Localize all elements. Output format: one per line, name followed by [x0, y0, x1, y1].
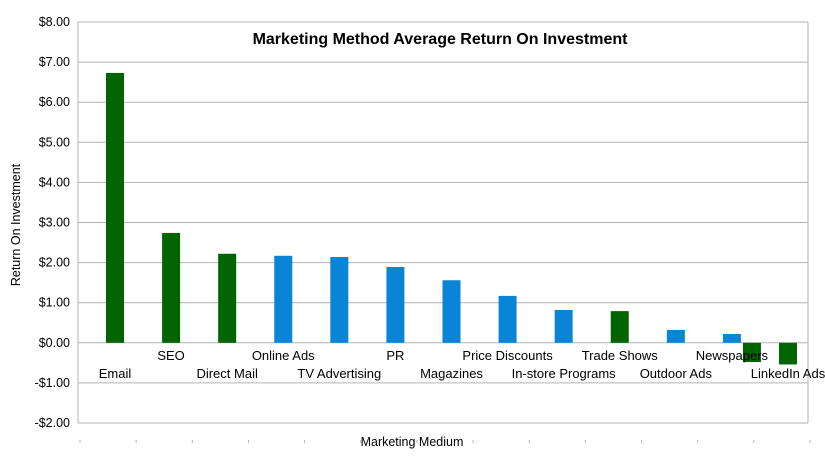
bar: [779, 342, 797, 365]
x-category-label: Outdoor Ads: [640, 366, 713, 381]
bar: [742, 342, 761, 363]
x-category-label: Price Discounts: [462, 348, 553, 363]
y-tick-label: $1.00: [39, 296, 70, 310]
y-tick-label: $2.00: [39, 256, 70, 270]
x-category-label: In-store Programs: [512, 366, 617, 381]
bar: [610, 311, 629, 343]
x-category-label: Magazines: [420, 366, 483, 381]
x-category-label: Email: [99, 366, 132, 381]
y-axis-tick-labels: $8.00 $7.00 $6.00 $5.00 $4.00 $3.00 $2.00 $1.00…: [35, 15, 71, 430]
x-axis-title: Marketing Medium: [361, 435, 464, 449]
bar: [218, 253, 237, 343]
x-category-label: PR: [386, 348, 404, 363]
y-tick-label: $5.00: [39, 135, 70, 149]
bar: [330, 256, 349, 343]
y-tick-label: $6.00: [39, 95, 70, 109]
bar: [498, 295, 517, 343]
y-tick-label: $8.00: [39, 15, 70, 29]
bars: [106, 72, 797, 365]
x-category-label: LinkedIn Ads: [751, 366, 825, 381]
bar: [554, 309, 573, 343]
bar: [274, 255, 293, 343]
bar: [722, 333, 741, 343]
x-category-label: SEO: [157, 348, 184, 363]
y-tick-label: $3.00: [39, 216, 70, 230]
x-axis-category-labels: Email SEO Direct Mail Online Ads TV Advertis…: [99, 348, 825, 381]
y-tick-label: -$2.00: [35, 416, 70, 430]
bar: [386, 267, 405, 343]
y-tick-label: $0.00: [39, 336, 70, 350]
bar: [666, 329, 685, 343]
chart-title: Marketing Method Average Return On Inves…: [253, 31, 629, 48]
bar: [106, 72, 124, 343]
bar: [162, 232, 181, 343]
gridlines: [77, 21, 811, 443]
x-category-label: Online Ads: [252, 348, 315, 363]
y-axis-title: Return On Investment: [9, 163, 23, 286]
x-category-label: Trade Shows: [582, 348, 659, 363]
bar: [442, 280, 461, 343]
x-category-label: Direct Mail: [196, 366, 258, 381]
x-category-label: TV Advertising: [297, 366, 381, 381]
y-tick-label: $4.00: [39, 175, 70, 189]
y-tick-label: -$1.00: [35, 376, 70, 390]
y-tick-label: $7.00: [39, 55, 70, 69]
x-category-label: Newspapers: [696, 348, 769, 363]
